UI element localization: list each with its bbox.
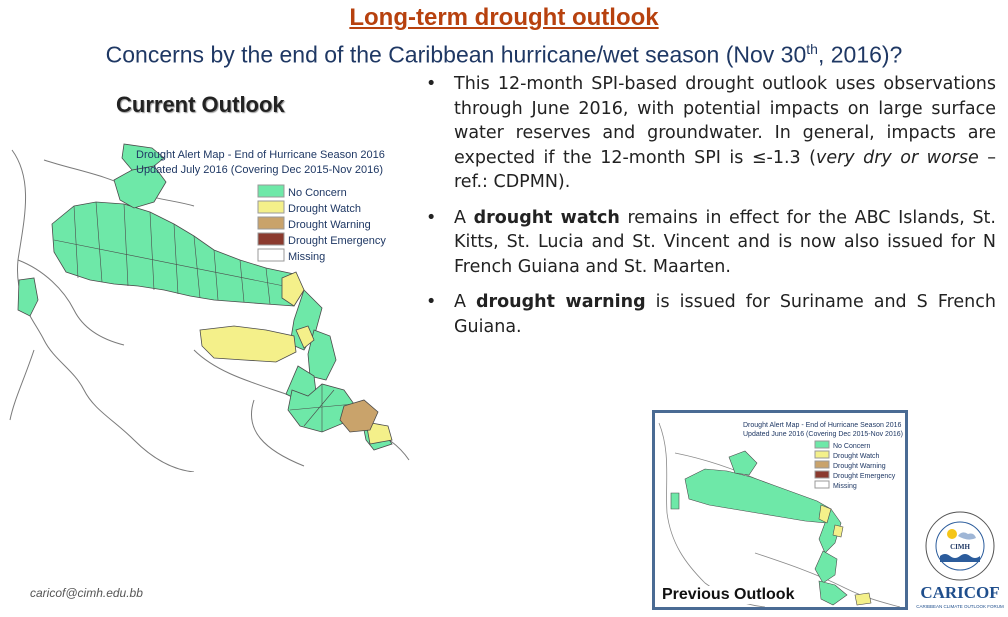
legend-swatch-drought-warning <box>257 216 285 230</box>
legend-swatch-no-concern <box>814 440 830 449</box>
previous-outlook-label: Previous Outlook <box>660 586 797 604</box>
bullet-text-end: is issued for Suriname and S French Guia… <box>454 292 996 337</box>
bullet-marker: • <box>426 74 437 94</box>
legend-swatch-drought-emergency <box>814 470 830 479</box>
current-outlook-label: Current Outlook <box>116 92 285 117</box>
prev-map-legend: No Concern Drought Watch Drought Warning… <box>814 440 896 490</box>
page-title: Long-term drought outlook <box>349 4 659 31</box>
logo-badge-text: CIMH <box>950 543 970 551</box>
region-borders <box>53 201 355 432</box>
map-legend: No Concern Drought Watch Drought Warning… <box>257 184 386 263</box>
bullet-text-end: – ref.: CDPMN). <box>454 147 996 193</box>
no-concern-regions <box>670 450 848 606</box>
legend-swatch-drought-watch <box>257 200 285 214</box>
legend-swatch-drought-emergency <box>257 232 285 246</box>
page-subtitle: Concerns by the end of the Caribbean hur… <box>0 34 1008 70</box>
outlook-bullets: • This 12-month SPI-based drought outloo… <box>426 72 996 350</box>
contact-email: caricof@cimh.edu.bb <box>30 586 143 600</box>
bullet-item: • A drought watch remains in effect for … <box>426 206 996 280</box>
bullet-marker: • <box>426 207 437 228</box>
bullet-marker: • <box>426 292 437 312</box>
bullet-text: This 12-month SPI-based drought outlook … <box>454 74 996 168</box>
legend-label-drought-warning: Drought Warning <box>833 463 886 470</box>
logo-wordmark: CARICOF <box>920 583 999 602</box>
bullet-text: A <box>454 292 476 312</box>
subtitle-text: Concerns by the end of the Caribbean hur… <box>105 41 807 68</box>
legend-label-missing: Missing <box>833 483 857 490</box>
no-concern-regions <box>17 143 393 451</box>
bullet-bold: drought warning <box>476 292 646 312</box>
cloud-icon <box>958 532 976 540</box>
waves-icon <box>940 554 980 562</box>
legend-swatch-drought-warning <box>814 460 830 469</box>
prev-map-title-line1: Drought Alert Map - End of Hurricane Sea… <box>743 422 901 429</box>
legend-label-missing: Missing <box>288 251 325 263</box>
bullet-item: • A drought warning is issued for Surina… <box>426 290 996 339</box>
caricof-logo: CIMH CARICOF CARIBBEAN CLIMATE OUTLOOK F… <box>912 508 1008 612</box>
legend-label-drought-warning: Drought Warning <box>288 219 371 231</box>
legend-label-drought-watch: Drought Watch <box>288 203 361 215</box>
legend-swatch-missing <box>814 480 830 489</box>
legend-swatch-no-concern <box>257 184 285 198</box>
previous-outlook-map: Drought Alert Map - End of Hurricane Sea… <box>652 410 908 610</box>
subtitle-superscript: th <box>806 41 818 57</box>
legend-label-no-concern: No Concern <box>833 443 870 450</box>
legend-label-drought-watch: Drought Watch <box>833 453 880 460</box>
bullet-text-end: remains in effect for the ABC Islands, S… <box>454 207 996 277</box>
drought-watch-regions <box>818 504 872 606</box>
prev-map-title-line2: Updated June 2016 (Covering Dec 2015-Nov… <box>743 431 903 438</box>
drought-warning-regions <box>339 399 379 433</box>
drought-watch-regions <box>199 271 393 445</box>
bullet-bold: drought watch <box>473 207 620 228</box>
logo-tagline: CARIBBEAN CLIMATE OUTLOOK FORUM <box>916 604 1004 609</box>
legend-label-drought-emergency: Drought Emergency <box>833 473 896 480</box>
bullet-text: A <box>454 207 474 228</box>
legend-label-drought-emergency: Drought Emergency <box>288 235 386 247</box>
bullet-item: • This 12-month SPI-based drought outloo… <box>426 72 996 195</box>
sun-icon <box>947 529 957 539</box>
map-title-line1: Drought Alert Map - End of Hurricane Sea… <box>136 149 385 161</box>
subtitle-end: , 2016)? <box>817 41 903 68</box>
bullet-italic: very dry or worse <box>815 147 979 168</box>
map-title-line2: Updated July 2016 (Covering Dec 2015-Nov… <box>136 164 383 176</box>
legend-label-no-concern: No Concern <box>288 187 347 199</box>
current-outlook-map: Drought Alert Map - End of Hurricane Sea… <box>4 140 416 472</box>
legend-swatch-drought-watch <box>814 450 830 459</box>
legend-swatch-missing <box>257 248 285 262</box>
